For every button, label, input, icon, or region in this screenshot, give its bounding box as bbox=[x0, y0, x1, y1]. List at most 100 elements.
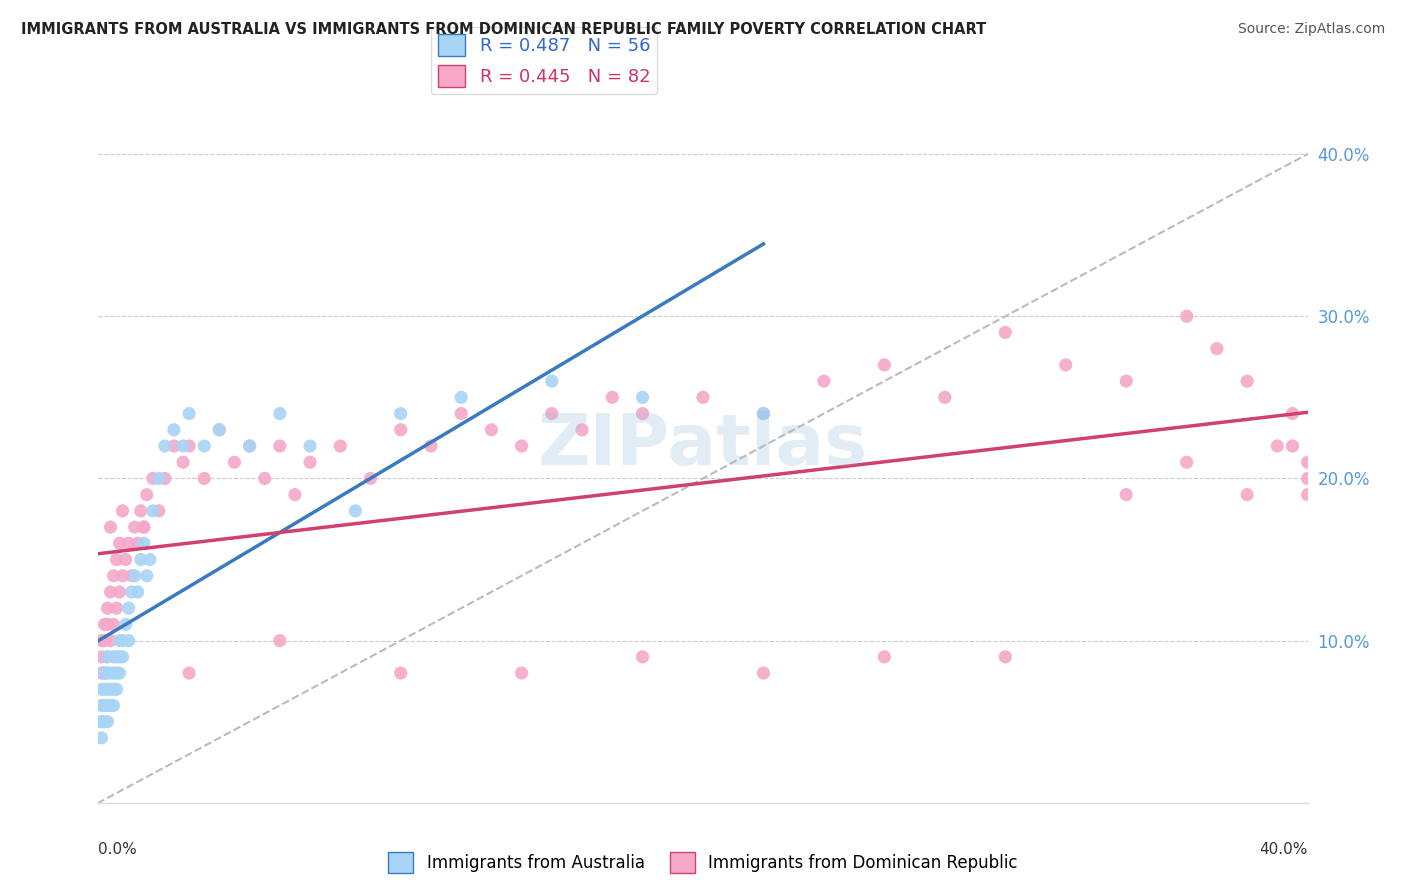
Point bbox=[142, 471, 165, 485]
Point bbox=[96, 698, 118, 713]
Point bbox=[105, 552, 128, 566]
Point bbox=[124, 520, 146, 534]
Point bbox=[163, 439, 186, 453]
Point bbox=[1296, 455, 1319, 469]
Point bbox=[105, 649, 128, 664]
Point bbox=[108, 649, 131, 664]
Point bbox=[420, 439, 443, 453]
Text: 0.0%: 0.0% bbox=[98, 842, 138, 857]
Point bbox=[105, 682, 128, 697]
Point bbox=[118, 633, 141, 648]
Text: IMMIGRANTS FROM AUSTRALIA VS IMMIGRANTS FROM DOMINICAN REPUBLIC FAMILY POVERTY C: IMMIGRANTS FROM AUSTRALIA VS IMMIGRANTS … bbox=[21, 22, 987, 37]
Point bbox=[510, 439, 533, 453]
Point bbox=[692, 390, 714, 404]
Point bbox=[1236, 488, 1258, 502]
Point bbox=[994, 649, 1017, 664]
Point bbox=[253, 471, 276, 485]
Point bbox=[571, 423, 593, 437]
Point bbox=[269, 407, 291, 421]
Point bbox=[103, 568, 125, 582]
Point bbox=[135, 488, 157, 502]
Legend: Immigrants from Australia, Immigrants from Dominican Republic: Immigrants from Australia, Immigrants fr… bbox=[382, 846, 1024, 880]
Point bbox=[299, 439, 322, 453]
Point bbox=[100, 682, 122, 697]
Point bbox=[873, 649, 896, 664]
Point bbox=[179, 666, 201, 681]
Point bbox=[93, 714, 115, 729]
Point bbox=[1115, 374, 1137, 388]
Point bbox=[631, 390, 654, 404]
Point bbox=[118, 601, 141, 615]
Point bbox=[103, 666, 125, 681]
Point bbox=[105, 601, 128, 615]
Point bbox=[108, 536, 131, 550]
Point bbox=[93, 666, 115, 681]
Point bbox=[100, 698, 122, 713]
Text: 40.0%: 40.0% bbox=[1260, 842, 1308, 857]
Point bbox=[93, 682, 115, 697]
Point bbox=[329, 439, 352, 453]
Point bbox=[100, 633, 122, 648]
Point bbox=[90, 666, 112, 681]
Point bbox=[132, 520, 155, 534]
Point bbox=[450, 390, 472, 404]
Point bbox=[93, 666, 115, 681]
Point bbox=[90, 714, 112, 729]
Point bbox=[90, 698, 112, 713]
Point bbox=[172, 439, 194, 453]
Point bbox=[129, 504, 152, 518]
Point bbox=[111, 633, 134, 648]
Point bbox=[93, 633, 115, 648]
Point bbox=[1281, 439, 1303, 453]
Point bbox=[103, 682, 125, 697]
Point bbox=[389, 423, 412, 437]
Point bbox=[103, 698, 125, 713]
Point bbox=[103, 649, 125, 664]
Point bbox=[752, 407, 775, 421]
Point bbox=[179, 439, 201, 453]
Point bbox=[172, 455, 194, 469]
Point bbox=[127, 536, 149, 550]
Point bbox=[1236, 374, 1258, 388]
Point bbox=[179, 407, 201, 421]
Point bbox=[100, 666, 122, 681]
Point bbox=[239, 439, 262, 453]
Point bbox=[108, 585, 131, 599]
Point bbox=[118, 536, 141, 550]
Point bbox=[752, 407, 775, 421]
Point bbox=[1054, 358, 1077, 372]
Point bbox=[360, 471, 382, 485]
Point bbox=[96, 649, 118, 664]
Point bbox=[1175, 455, 1198, 469]
Point bbox=[631, 407, 654, 421]
Point bbox=[96, 617, 118, 632]
Point bbox=[1296, 488, 1319, 502]
Point bbox=[299, 455, 322, 469]
Point bbox=[631, 649, 654, 664]
Point bbox=[813, 374, 835, 388]
Point bbox=[121, 568, 143, 582]
Point bbox=[108, 633, 131, 648]
Point bbox=[139, 552, 162, 566]
Point bbox=[142, 504, 165, 518]
Point bbox=[96, 601, 118, 615]
Point bbox=[114, 617, 136, 632]
Point bbox=[100, 585, 122, 599]
Point bbox=[269, 439, 291, 453]
Point bbox=[127, 585, 149, 599]
Point bbox=[389, 407, 412, 421]
Point bbox=[752, 666, 775, 681]
Point bbox=[239, 439, 262, 453]
Point bbox=[193, 471, 215, 485]
Point bbox=[111, 504, 134, 518]
Point bbox=[90, 714, 112, 729]
Point bbox=[934, 390, 956, 404]
Point bbox=[108, 666, 131, 681]
Point bbox=[135, 568, 157, 582]
Point bbox=[1175, 310, 1198, 324]
Point bbox=[121, 585, 143, 599]
Text: ZIPatlas: ZIPatlas bbox=[538, 411, 868, 481]
Point bbox=[100, 520, 122, 534]
Point bbox=[163, 423, 186, 437]
Point bbox=[148, 471, 170, 485]
